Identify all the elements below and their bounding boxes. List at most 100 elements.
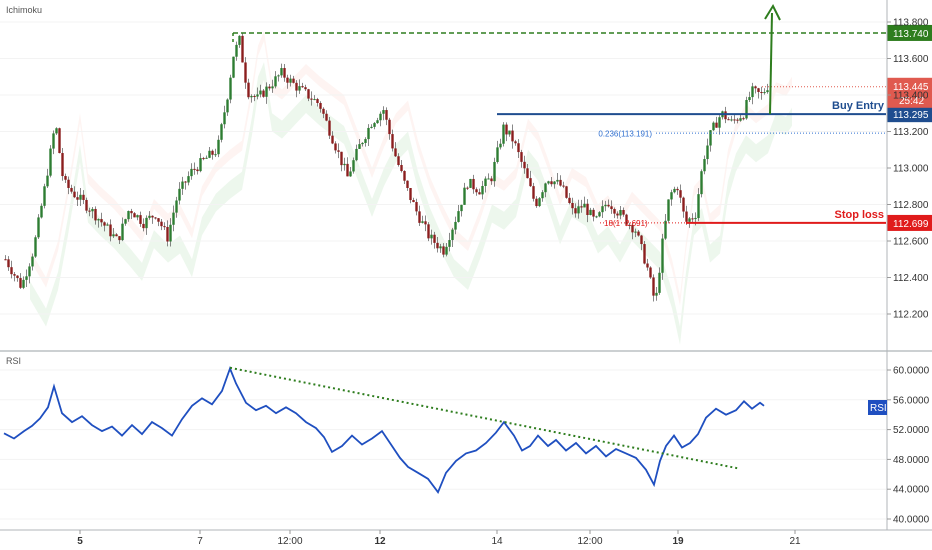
candle-body	[742, 118, 745, 120]
candle-body	[538, 198, 541, 207]
candle-body	[541, 192, 544, 199]
candle-body	[487, 178, 490, 180]
candle-body	[421, 221, 424, 223]
x-tick-label: 19	[672, 536, 684, 547]
candle-body	[22, 279, 25, 288]
candle-body	[619, 210, 622, 216]
candle-body	[520, 152, 523, 162]
candle-body	[547, 181, 550, 184]
candle-body	[706, 145, 709, 160]
candle-body	[505, 124, 508, 135]
candle-body	[463, 187, 466, 205]
candle-body	[247, 82, 250, 98]
candle-body	[589, 209, 592, 216]
candle-body	[373, 123, 376, 127]
candle-body	[571, 203, 574, 209]
candle-body	[739, 118, 742, 121]
candle-body	[271, 86, 274, 89]
rsi-y-axis: 60.0000 56.0000 52.0000 48.0000 44.0000 40.00…	[887, 366, 930, 526]
candle-body	[157, 218, 160, 222]
candle-body	[364, 139, 367, 143]
candle-body	[607, 204, 610, 207]
candle-body	[751, 86, 754, 98]
target-price-badge	[887, 24, 932, 41]
candle-body	[67, 179, 70, 188]
rsi-tick-label: 56.0000	[893, 395, 930, 406]
rsi-layer: RSI	[3, 365, 887, 495]
candle-body	[472, 178, 475, 190]
candle-body	[280, 68, 283, 76]
candle-body	[130, 211, 133, 214]
candle-body	[292, 78, 295, 83]
candle-body	[442, 246, 445, 255]
candle-body	[469, 178, 472, 188]
candle-body	[658, 272, 661, 293]
candle-body	[418, 211, 421, 223]
price-tick-label: 113.000	[893, 164, 929, 175]
candle-body	[91, 208, 94, 212]
candle-body	[397, 156, 400, 165]
candle-body	[499, 143, 502, 148]
candle-body	[259, 90, 262, 95]
candle-body	[310, 98, 313, 100]
candle-body	[328, 120, 331, 136]
candle-body	[343, 163, 346, 166]
candle-body	[124, 219, 127, 224]
candle-body	[100, 219, 103, 223]
x-tick-label: 21	[789, 536, 801, 547]
candle-body	[628, 224, 631, 226]
candle-body	[580, 206, 583, 208]
candle-body	[454, 221, 457, 230]
candle-body	[733, 119, 736, 121]
fib-label: 0.236(113.191)	[598, 130, 652, 139]
candle-body	[439, 246, 442, 249]
candle-body	[163, 226, 166, 228]
rsi-pane-title: RSI	[6, 356, 21, 366]
candle-body	[307, 89, 310, 99]
candle-body	[406, 180, 409, 188]
candle-body	[40, 205, 43, 218]
candle-body	[139, 215, 142, 224]
candle-body	[703, 159, 706, 172]
candle-body	[679, 190, 682, 198]
candle-body	[106, 224, 109, 226]
price-tick-label: 113.800	[893, 18, 929, 29]
candle-body	[346, 163, 349, 177]
candle-body	[208, 150, 211, 158]
candle-body	[220, 124, 223, 140]
candle-body	[763, 92, 766, 94]
candle-body	[145, 217, 148, 229]
x-tick-label: 12:00	[277, 536, 302, 547]
candle-body	[646, 263, 649, 268]
candle-body	[460, 204, 463, 212]
candle-body	[79, 194, 82, 200]
candle-body	[334, 143, 337, 151]
candle-body	[73, 191, 76, 198]
candle-body	[58, 128, 61, 154]
candle-body	[286, 77, 289, 83]
candle-body	[25, 276, 28, 280]
rsi-badge	[868, 400, 887, 415]
candle-body	[268, 86, 271, 89]
candle-body	[616, 213, 619, 216]
candle-body	[511, 130, 514, 142]
candle-body	[631, 224, 634, 233]
candle-body	[496, 147, 499, 162]
candle-body	[289, 78, 292, 83]
candle-body	[94, 208, 97, 221]
candle-body	[16, 275, 19, 279]
candle-body	[136, 215, 139, 218]
candle-body	[712, 122, 715, 131]
candle-body	[175, 200, 178, 213]
candle-body	[544, 183, 547, 193]
candle-body	[265, 86, 268, 97]
candle-body	[55, 128, 58, 134]
candle-body	[661, 238, 664, 273]
target-price-label: 113.740	[893, 29, 929, 40]
candle-body	[391, 134, 394, 149]
candle-body	[748, 97, 751, 100]
candle-body	[613, 209, 616, 214]
candle-body	[253, 95, 256, 97]
candle-body	[112, 234, 115, 237]
